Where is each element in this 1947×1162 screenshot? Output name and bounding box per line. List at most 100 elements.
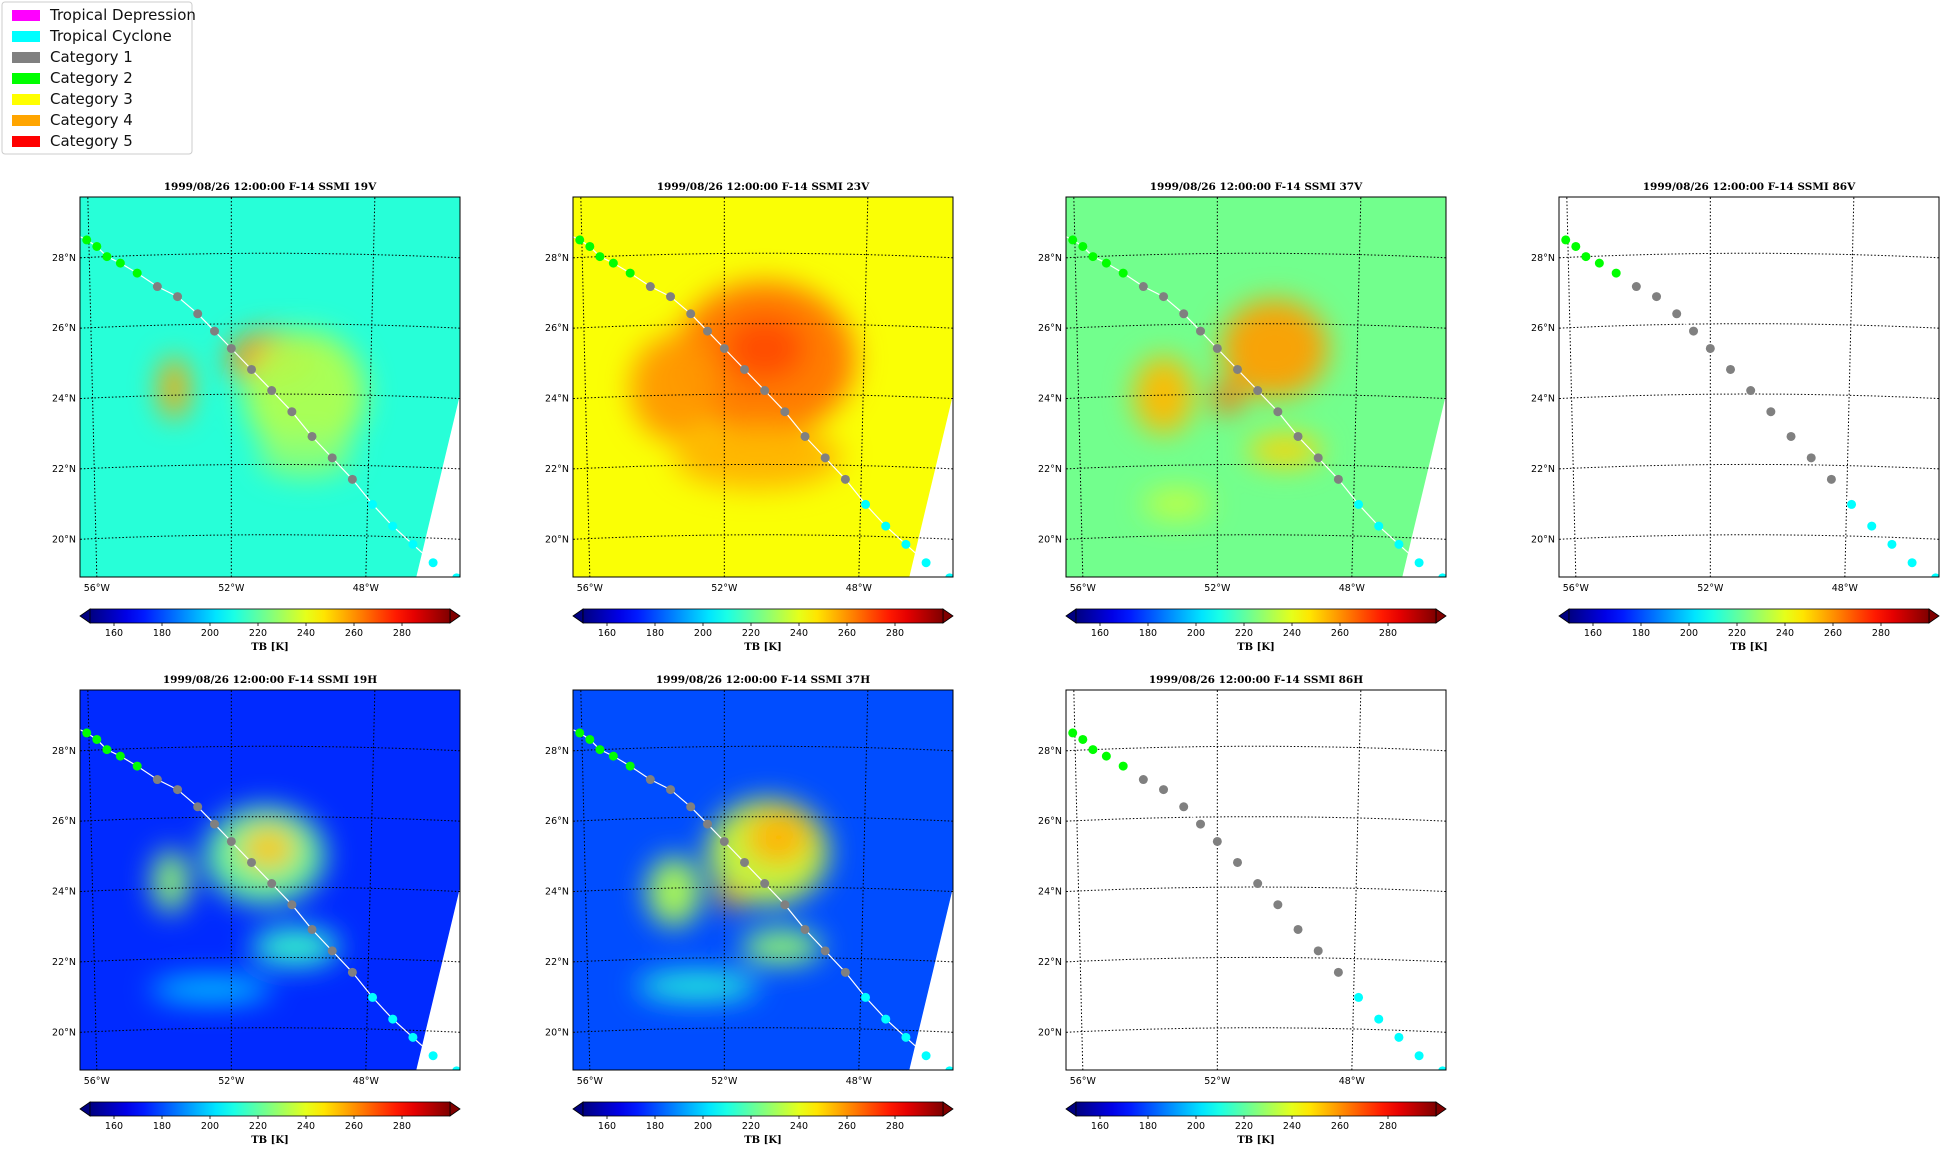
track-point [1233, 857, 1243, 867]
colorbar-tick-label: 160 [105, 628, 123, 639]
track-point [901, 539, 911, 549]
track-point [152, 775, 162, 785]
panel: 1999/08/26 12:00:00 F-14 SSMI 86V 28°N 26°… [1531, 181, 1940, 653]
colorbar-gradient [89, 608, 451, 624]
track-point [1293, 924, 1303, 934]
colorbar-tick-label: 180 [1139, 628, 1157, 639]
parallel-line [573, 463, 953, 470]
colorbar-tick-label: 220 [249, 628, 267, 639]
colorbar: 160 180 200 220 240 260 280 TB [K] [79, 608, 461, 653]
colorbar-extend-high [1435, 608, 1447, 624]
lon-tick-label: 52°W [711, 583, 738, 594]
track-point [1159, 785, 1169, 795]
lon-tick-label: 52°W [711, 1076, 738, 1087]
storm-track [1066, 235, 1446, 577]
track-point [645, 282, 655, 292]
colorbar: 160 180 200 220 240 260 280 TB [K] [1065, 608, 1447, 653]
track-point [247, 364, 257, 374]
parallel-line [1066, 1027, 1446, 1033]
track-line [573, 236, 950, 577]
track-point [428, 1051, 438, 1061]
colorbar-tick-label: 180 [1139, 1121, 1157, 1132]
panel-title: 1999/08/26 12:00:00 F-14 SSMI 19V [164, 181, 377, 193]
tb-feature [150, 977, 272, 1002]
track-point [226, 836, 236, 846]
track-point [921, 558, 931, 568]
colorbar-extend-high [449, 1101, 461, 1117]
panel: 1999/08/26 12:00:00 F-14 SSMI 19H 28°N 26°… [52, 674, 461, 1146]
track-point [1313, 946, 1323, 956]
track-point [92, 734, 102, 744]
track-point [881, 1014, 891, 1024]
track-point [210, 326, 220, 336]
track-point [1867, 521, 1877, 531]
colorbar: 160 180 200 220 240 260 280 TB [K] [79, 1101, 461, 1146]
lon-tick-label: 56°W [1563, 583, 1590, 594]
track-point [1293, 431, 1303, 441]
track-point [307, 431, 317, 441]
colorbar-extend-low [79, 1101, 91, 1117]
lon-tick-label: 56°W [1070, 1076, 1097, 1087]
colorbar-tick-label: 260 [838, 628, 856, 639]
track-point [703, 326, 713, 336]
panel: 1999/08/26 12:00:00 F-14 SSMI 86H 28°N 26°… [1038, 674, 1447, 1146]
lat-tick-label: 28°N [545, 253, 569, 264]
colorbar-tick-label: 280 [1379, 1121, 1397, 1132]
track-point [945, 1066, 953, 1070]
track-point [1631, 282, 1641, 292]
track-point [1548, 229, 1557, 238]
colorbar-tick-label: 280 [886, 1121, 904, 1132]
track-point [760, 879, 770, 889]
lat-tick-label: 26°N [545, 323, 569, 334]
track-point [881, 521, 891, 531]
lon-tick-label: 56°W [84, 1076, 111, 1087]
colorbar-tick-label: 200 [694, 628, 712, 639]
colorbar-tick-label: 240 [297, 1121, 315, 1132]
track-point [368, 499, 378, 509]
track-point [740, 364, 750, 374]
colorbar-label: TB [K] [744, 642, 782, 653]
track-point [1652, 292, 1662, 302]
parallel-line [80, 1027, 460, 1033]
track-point [1907, 558, 1917, 568]
tb-feature [646, 856, 701, 927]
track-line [1066, 236, 1443, 577]
lon-tick-label: 48°W [846, 583, 873, 594]
parallel-line [1559, 323, 1939, 329]
lat-tick-label: 26°N [1038, 323, 1062, 334]
tb-feature [1133, 356, 1194, 434]
colorbar-tick-label: 240 [790, 628, 808, 639]
track-point [1068, 728, 1078, 738]
track-point [703, 819, 713, 829]
track-point [267, 879, 277, 889]
track-point [307, 924, 317, 934]
track-point [595, 745, 605, 755]
track-point [1705, 343, 1715, 353]
lat-tick-label: 28°N [545, 746, 569, 757]
track-point [102, 745, 112, 755]
track-point [102, 252, 112, 262]
category-legend: Tropical Depression Tropical Cyclone Categ… [1, 1, 196, 155]
track-point [1138, 775, 1148, 785]
legend-swatch [12, 115, 40, 126]
colorbar-extend-low [572, 608, 584, 624]
colorbar-tick-label: 180 [646, 628, 664, 639]
lat-tick-label: 20°N [52, 534, 76, 545]
track-point [666, 292, 676, 302]
lat-tick-label: 24°N [52, 887, 76, 898]
lat-tick-label: 20°N [545, 534, 569, 545]
track-point [1078, 734, 1088, 744]
track-point [585, 734, 595, 744]
track-point [1438, 1066, 1446, 1070]
track-point [388, 1014, 398, 1024]
meridian-line [1073, 690, 1084, 1070]
panel: 1999/08/26 12:00:00 F-14 SSMI 19V 28°N 26°… [52, 181, 461, 653]
track-point [1333, 967, 1343, 977]
legend-label: Tropical Cyclone [49, 27, 172, 45]
track-point [1196, 326, 1206, 336]
meridian-line [1351, 197, 1362, 577]
track-point [115, 751, 125, 761]
track-point [428, 558, 438, 568]
legend-swatch [12, 136, 40, 147]
